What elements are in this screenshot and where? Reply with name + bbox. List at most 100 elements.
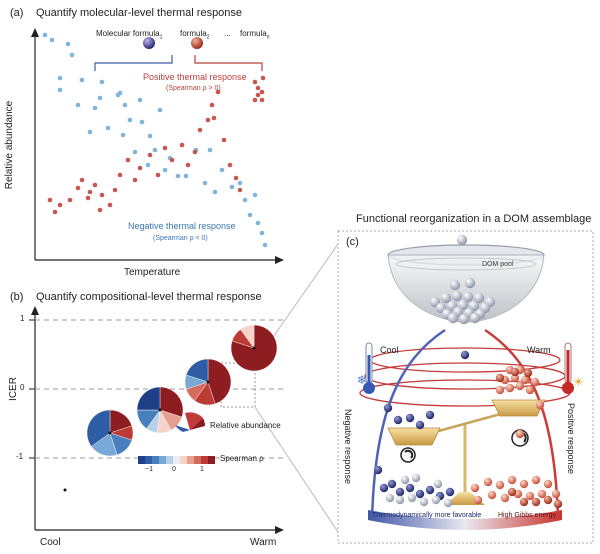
negative-molecule	[405, 413, 415, 423]
pie-center	[108, 431, 112, 435]
svg-text:☀: ☀	[573, 375, 584, 389]
negative-point	[99, 79, 105, 85]
cool-label: Cool	[380, 345, 399, 355]
positive-molecule	[525, 491, 535, 501]
neutral-molecule	[411, 473, 421, 483]
pie-center	[252, 346, 256, 350]
tick-minus-1: -1	[16, 452, 24, 461]
positive-response-side-label: Positive response	[566, 402, 577, 475]
positive-point	[255, 92, 261, 98]
positive-point	[117, 172, 123, 178]
positive-molecule-strong	[531, 497, 541, 507]
pie-center	[158, 408, 162, 412]
panel-a-x-axis-title: Temperature	[124, 267, 181, 278]
positive-point	[97, 207, 103, 213]
negative-molecule	[460, 350, 470, 360]
positive-point	[252, 79, 258, 85]
pie-slice	[185, 358, 209, 383]
positive-molecule	[505, 383, 515, 393]
positive-point	[112, 187, 118, 193]
scale-swatch	[145, 456, 152, 464]
negative-point	[65, 41, 71, 47]
scale-swatch	[194, 456, 201, 464]
positive-molecule	[507, 475, 517, 485]
scale-title: Spearman ρ	[220, 454, 264, 463]
gibbs-label: High Gibbs energy	[498, 512, 556, 519]
negative-molecule	[393, 415, 403, 425]
positive-point	[237, 187, 243, 193]
dom-molecule	[449, 279, 461, 291]
positive-point	[155, 172, 161, 178]
positive-molecule	[537, 489, 547, 499]
positive-point	[252, 97, 258, 103]
negative-point	[255, 220, 261, 226]
negative-point	[247, 212, 253, 218]
neutral-molecule	[400, 475, 410, 485]
positive-molecule-strong	[510, 367, 520, 377]
favorable-label: Thermodynamically more favorable	[372, 512, 482, 519]
scale-mid-label: 0	[172, 466, 176, 473]
negative-response-stat: (Spearman ρ < 0)	[153, 235, 208, 242]
positive-molecule-strong	[543, 495, 553, 505]
scale-swatch	[173, 456, 180, 464]
negative-point	[87, 129, 93, 135]
molecule-n-label: formulan	[240, 29, 270, 41]
negative-point	[69, 52, 75, 58]
positive-molecule	[520, 375, 530, 385]
dom-molecule	[464, 277, 476, 289]
positive-molecule-strong	[519, 497, 529, 507]
positive-point	[192, 149, 198, 155]
positive-molecule	[515, 429, 525, 439]
scale-swatch	[208, 456, 215, 464]
scale-swatch	[138, 456, 145, 464]
scale-swatch	[152, 456, 159, 464]
positive-point	[259, 89, 265, 95]
positive-molecule	[535, 400, 545, 410]
negative-point	[183, 173, 189, 179]
negative-point	[105, 125, 111, 131]
negative-point	[120, 132, 126, 138]
pie-center	[206, 380, 210, 384]
positive-point	[211, 115, 217, 121]
negative-molecule	[383, 403, 393, 413]
dom-pool-label: DOM pool	[482, 261, 514, 268]
negative-point	[259, 230, 265, 236]
negative-point	[202, 180, 208, 186]
negative-point	[97, 95, 103, 101]
positive-point	[209, 102, 215, 108]
negative-point	[242, 197, 248, 203]
negative-point	[49, 37, 55, 43]
dom-molecule	[458, 313, 470, 325]
positive-molecule-strong	[507, 487, 517, 497]
positive-point	[99, 192, 105, 198]
dom-molecule	[473, 292, 485, 304]
panel-b-label: (b)	[10, 291, 24, 303]
scale-swatch	[180, 456, 187, 464]
negative-point	[115, 92, 121, 98]
positive-point	[92, 182, 98, 188]
positive-molecule-strong	[495, 373, 505, 383]
positive-molecule	[473, 495, 483, 505]
dom-molecule	[451, 290, 463, 302]
pie-slice	[136, 386, 161, 411]
positive-point	[137, 165, 143, 171]
negative-point	[162, 167, 168, 173]
dom-molecule	[456, 234, 468, 246]
positive-point	[85, 195, 91, 201]
positive-molecule	[495, 385, 505, 395]
positive-molecule	[531, 475, 541, 485]
negative-point	[75, 102, 81, 108]
neutral-molecule	[431, 495, 441, 505]
positive-molecule-strong	[523, 368, 533, 378]
positive-point	[221, 137, 227, 143]
negative-point	[229, 184, 235, 190]
positive-point	[79, 177, 85, 183]
panel-c-label: (c)	[346, 236, 359, 248]
negative-point	[127, 117, 133, 123]
negative-point	[42, 32, 48, 38]
ellipsis-label: ...	[224, 29, 231, 38]
positive-response-label: Positive thermal response	[143, 72, 247, 82]
negative-molecule	[415, 420, 425, 430]
molecule-1-label: Molecular formula1	[96, 29, 163, 41]
